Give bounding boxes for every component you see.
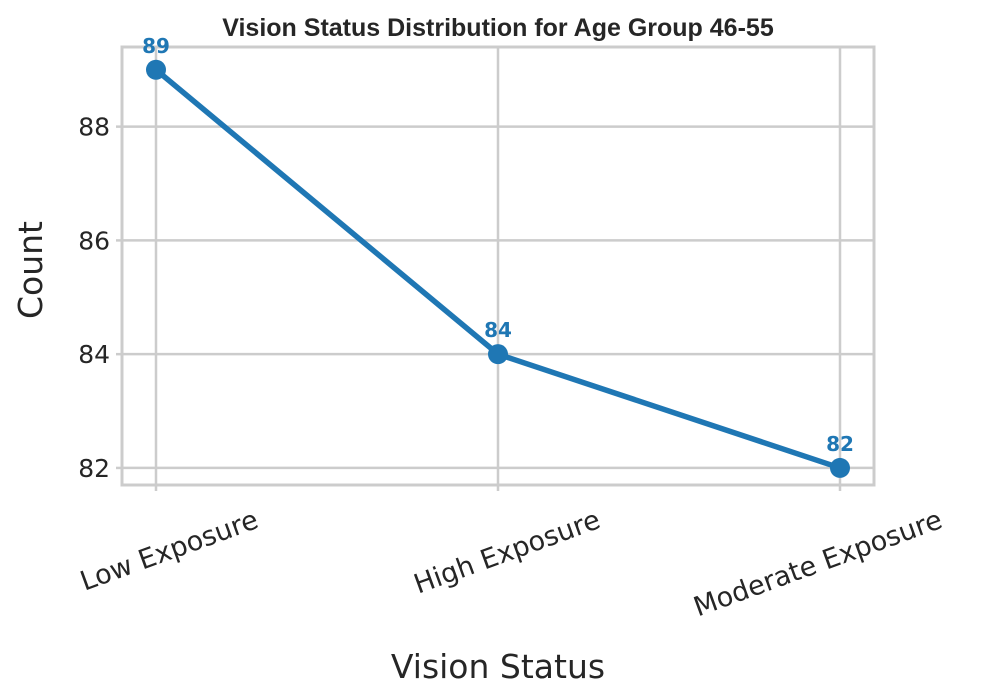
series-layer (146, 59, 850, 478)
x-tick-labels: Low Exposure High Exposure Moderate Exposu… (76, 504, 946, 623)
data-point (146, 59, 166, 80)
data-label: 89 (142, 34, 170, 58)
x-tick-label: High Exposure (410, 504, 604, 600)
y-axis-label: Count (11, 221, 50, 319)
y-tick-label: 84 (78, 340, 110, 369)
grid (116, 47, 874, 491)
y-tick-label: 82 (78, 454, 110, 483)
x-axis-label: Vision Status (391, 647, 605, 686)
data-labels: 89 84 82 (142, 34, 854, 456)
y-tick-label: 86 (78, 226, 110, 255)
data-point (488, 344, 508, 365)
data-label: 82 (826, 432, 854, 456)
x-tick-label: Low Exposure (76, 504, 262, 597)
x-tick-label: Moderate Exposure (690, 504, 947, 623)
y-tick-labels: 82 84 86 88 (78, 113, 110, 483)
chart-title: Vision Status Distribution for Age Group… (222, 14, 774, 42)
plot-frame (120, 45, 876, 487)
data-label: 84 (484, 318, 512, 342)
data-point (830, 457, 850, 478)
y-tick-label: 88 (78, 113, 110, 142)
